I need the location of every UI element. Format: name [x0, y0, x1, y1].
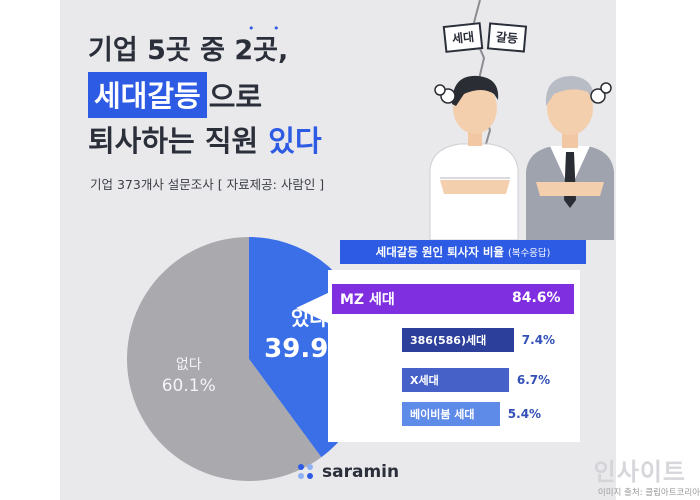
bar-value-386: 7.4%	[521, 333, 556, 347]
headline-line-3: 퇴사하는 직원 있다	[88, 118, 322, 160]
saramin-logo: saramin	[296, 462, 399, 482]
bar-value-boomer: 5.4%	[507, 407, 542, 421]
headline-line-2-rest: 으로	[208, 80, 263, 114]
saramin-logo-text: saramin	[322, 462, 400, 482]
pointer-connector	[296, 292, 330, 324]
bar-x: X세대	[402, 368, 509, 392]
bar-chart-title: 세대갈등 원인 퇴사자 비율 (복수응답)	[340, 240, 586, 264]
bar-chart-subtitle: (복수응답)	[508, 248, 551, 259]
bar-mz: MZ 세대	[332, 284, 574, 314]
young-man-figure	[429, 75, 519, 240]
headline-line-1: 기업 5곳 중 2곳,	[88, 35, 289, 66]
headline-line-3-main: 퇴사하는 직원	[88, 124, 269, 158]
bar-label-x: X세대	[410, 374, 439, 387]
emphasis-dots: • •	[248, 22, 282, 35]
survey-source: 기업 373개사 설문조사 [ 자료제공: 사람인 ]	[90, 177, 325, 192]
bar-label-mz: MZ 세대	[340, 292, 395, 308]
watermark: 인사이트	[593, 458, 686, 486]
bar-value-mz: 84.6%	[512, 290, 561, 306]
bar-chart-panel: MZ 세대 84.6% 386(586)세대 7.4% X세대 6.7% 베이비붐 세대 5.…	[328, 270, 580, 442]
pie-value-no: 60.1%	[162, 376, 216, 396]
bar-label-boomer: 베이비붐 세대	[410, 408, 475, 421]
two-men-illustration	[429, 75, 614, 240]
speech-bubble-right: 갈등	[486, 22, 528, 53]
bar-boomer: 베이비붐 세대	[402, 402, 500, 426]
headline-line-2: 세대갈등 으로	[88, 72, 262, 118]
speech-bubble-left: 세대	[442, 22, 484, 53]
bar-386: 386(586)세대	[402, 328, 514, 352]
pie-label-no: 없다	[176, 357, 202, 373]
bar-value-x: 6.7%	[516, 373, 551, 387]
headline-line-3-blue: 있다	[268, 124, 322, 158]
image-credit: 이미지 출처: 클립아트코리아	[597, 488, 700, 498]
bar-label-386: 386(586)세대	[410, 334, 487, 347]
headline-highlight: 세대갈등	[88, 72, 207, 118]
bar-chart-title-text: 세대갈등 원인 퇴사자 비율	[375, 245, 504, 259]
infographic-card: 세대 갈등 • • 기업 5곳 중 2곳, 세대갈등 으로 퇴사하는 직원 있다…	[60, 0, 616, 500]
saramin-dots-icon	[298, 464, 313, 479]
pie-slice-no	[126, 237, 322, 481]
older-man-figure	[526, 76, 614, 240]
